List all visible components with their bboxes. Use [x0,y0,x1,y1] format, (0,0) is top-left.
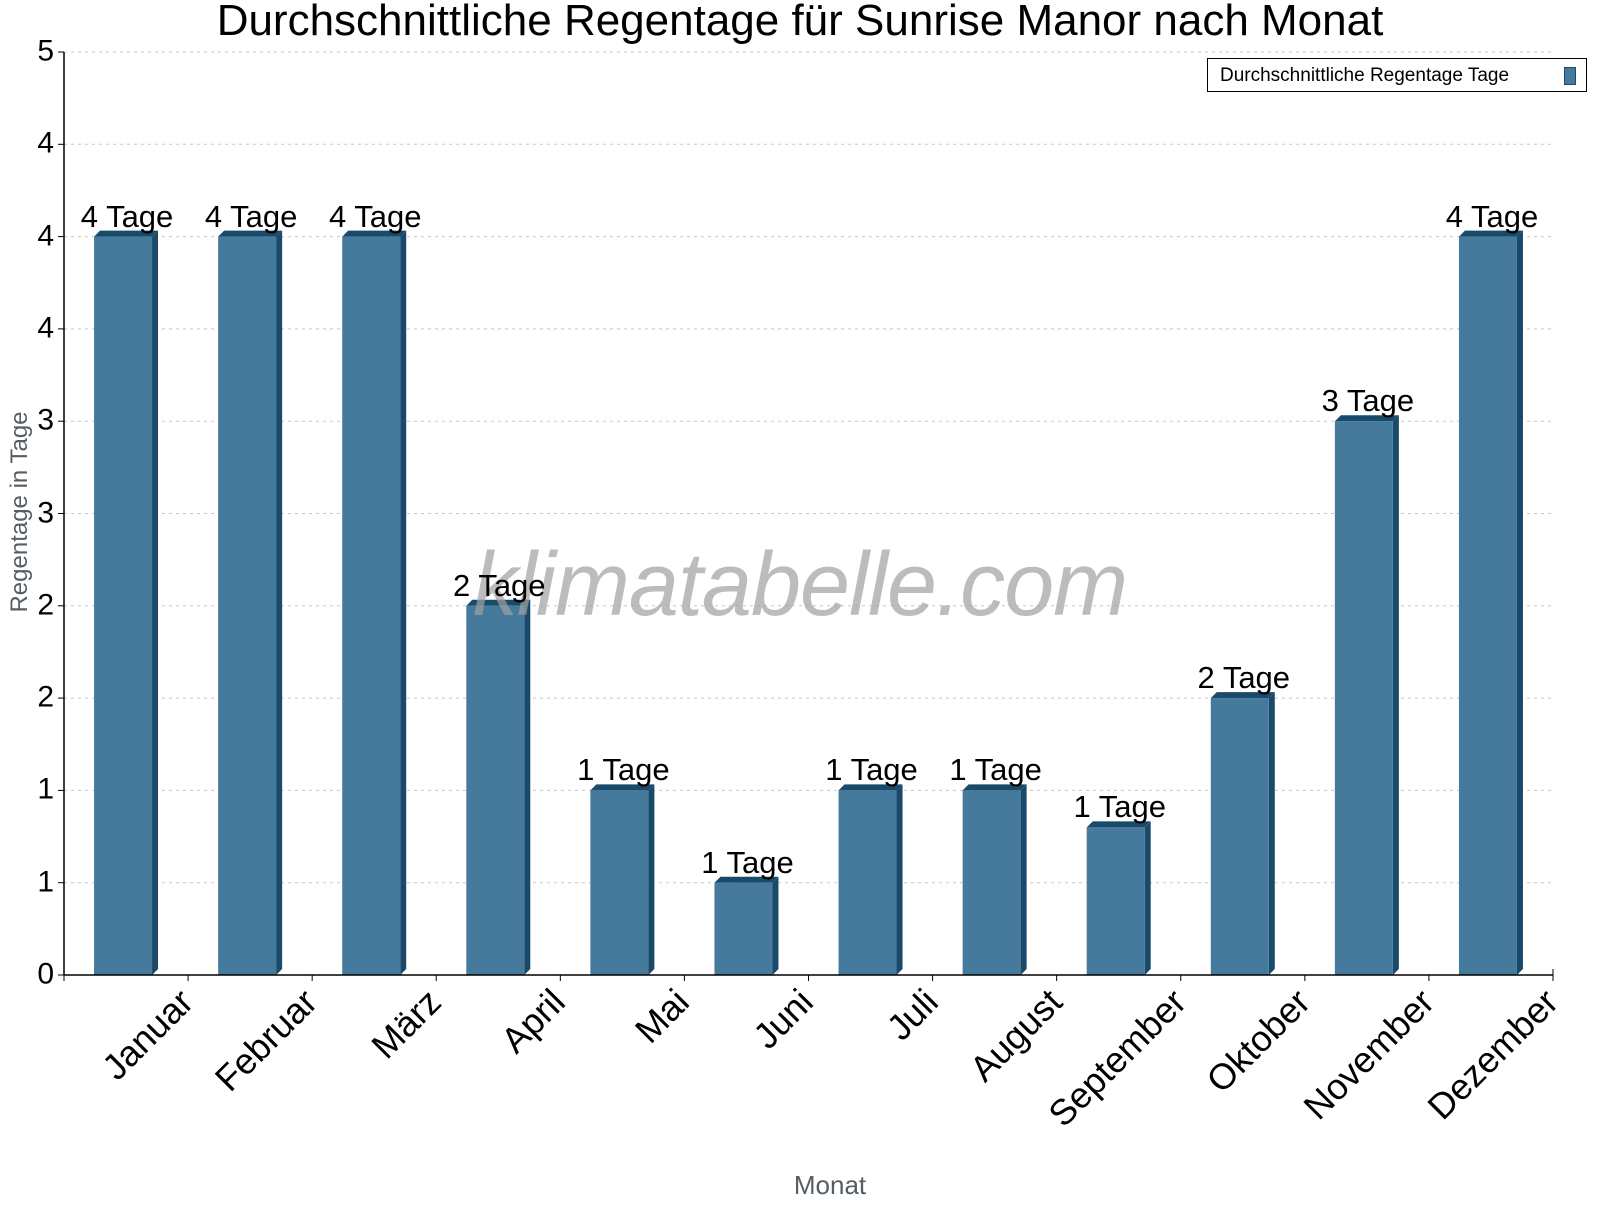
bar-value-label: 1 Tage [949,752,1042,788]
y-tick-label: 5 [37,34,54,68]
bar-side-face [152,230,159,976]
y-tick-label: 4 [37,218,54,252]
y-tick-label: 0 [37,957,54,991]
bar-top-face [1210,692,1275,699]
bar-top-face [714,876,779,883]
bar-side-face [896,784,903,975]
bar [1334,421,1393,975]
bar-top-face [342,230,407,237]
bar-side-face [1144,821,1151,975]
bar-value-label: 1 Tage [825,752,918,788]
bar [466,605,525,975]
y-tick-label: 1 [37,772,54,806]
bar-side-face [1516,230,1523,976]
y-tick-label: 2 [37,680,54,714]
bar-top-face [590,784,655,791]
bar-value-label: 4 Tage [1445,198,1539,234]
y-tick-label: 4 [37,126,54,160]
bar-top-face [218,230,283,237]
bar-top-face [94,230,159,237]
bar-side-face [1392,415,1399,975]
y-tick-label: 3 [37,495,54,529]
bar [1210,698,1269,975]
bar-value-label: 4 Tage [204,198,298,234]
legend-swatch-icon [1564,67,1576,85]
y-tick-label: 2 [37,588,54,622]
bar [714,882,773,975]
bar [1458,236,1517,976]
bar-value-label: 1 Tage [1073,789,1166,825]
bar-side-face [772,876,779,975]
watermark: klimatabelle.com [472,535,1128,635]
y-tick-label: 1 [37,865,54,899]
bar [342,236,401,976]
bar [590,790,649,975]
bar-top-face [962,784,1027,791]
bar [94,236,153,976]
bar-value-label: 2 Tage [1197,660,1291,696]
bar-top-face [1458,230,1523,237]
bar-side-face [276,230,283,976]
x-axis-label: Monat [793,1170,867,1200]
bar-side-face [1020,784,1027,975]
bar-side-face [648,784,655,975]
bar [962,790,1021,975]
chart-title: Durchschnittliche Regentage für Sunrise … [216,0,1384,45]
bar-side-face [524,599,531,975]
bar-value-label: 4 Tage [80,198,174,234]
bar-side-face [1268,692,1275,975]
bar-top-face [838,784,903,791]
bar-value-label: 3 Tage [1321,383,1415,419]
bar-top-face [1086,821,1151,828]
bar-side-face [400,230,407,976]
bar-top-face [1334,415,1399,422]
y-tick-label: 3 [37,403,54,437]
y-tick-label: 4 [37,311,54,345]
bar-top-face [466,599,531,606]
legend-label: Durchschnittliche Regentage Tage [1220,65,1510,86]
bar-value-label: 1 Tage [577,752,670,788]
bar-value-label: 4 Tage [328,198,422,234]
bar-value-label: 1 Tage [701,844,794,880]
legend: Durchschnittliche Regentage Tage [1207,58,1587,92]
bar [1086,827,1145,975]
bar [838,790,897,975]
bar [218,236,277,976]
bar-value-label: 2 Tage [453,567,546,603]
